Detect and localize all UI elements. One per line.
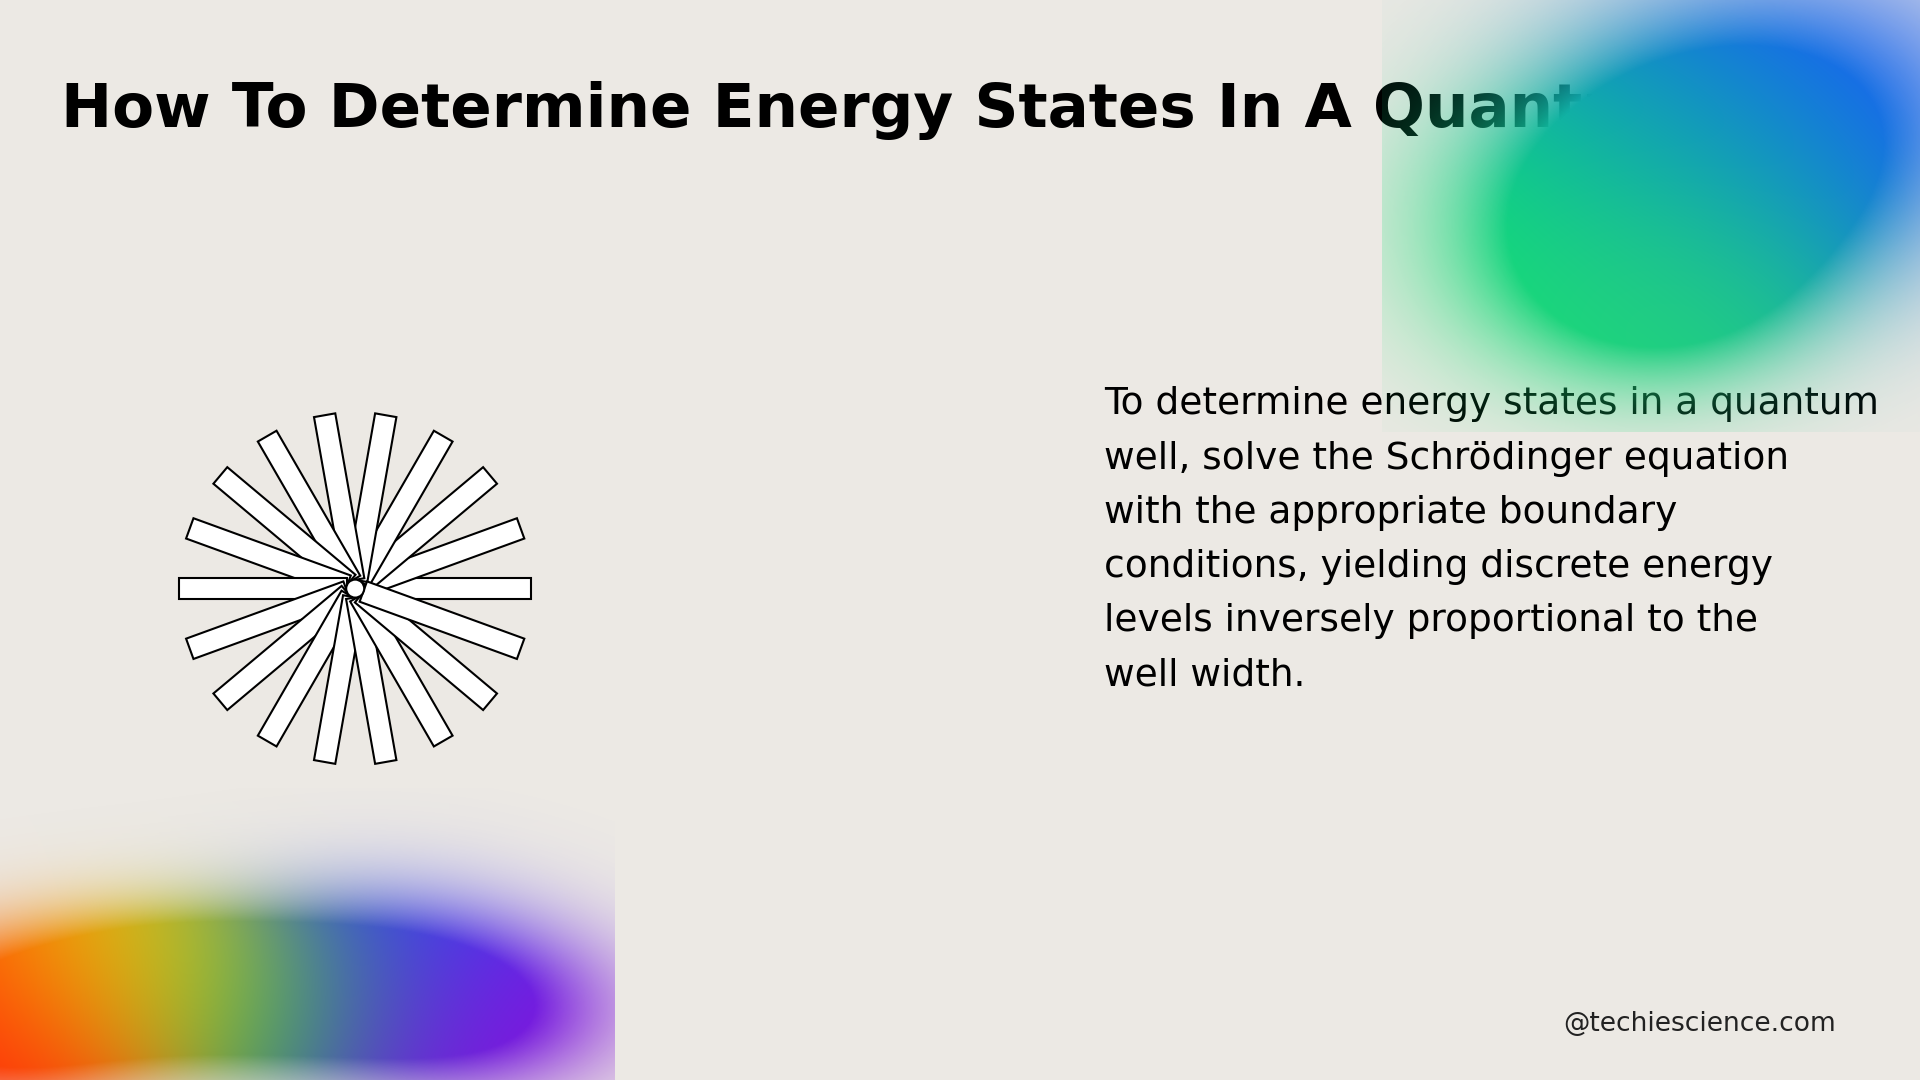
Text: @techiescience.com: @techiescience.com [1563,1011,1836,1037]
Polygon shape [186,518,351,596]
Polygon shape [315,595,365,764]
Ellipse shape [346,580,365,597]
Polygon shape [257,431,361,586]
Polygon shape [355,468,497,592]
Polygon shape [257,591,361,746]
Text: To determine energy states in a quantum
well, solve the Schrödinger equation
wit: To determine energy states in a quantum … [1104,387,1880,693]
Polygon shape [363,578,532,599]
Polygon shape [359,518,524,596]
Polygon shape [359,581,524,659]
Polygon shape [346,595,396,764]
Polygon shape [349,591,453,746]
Polygon shape [349,431,453,586]
Polygon shape [179,578,346,599]
Polygon shape [346,414,396,582]
Polygon shape [186,581,351,659]
Polygon shape [355,585,497,710]
Polygon shape [315,414,365,582]
Polygon shape [213,468,355,592]
Polygon shape [213,585,355,710]
Text: How To Determine Energy States In A Quantum Well: How To Determine Energy States In A Quan… [61,81,1859,140]
